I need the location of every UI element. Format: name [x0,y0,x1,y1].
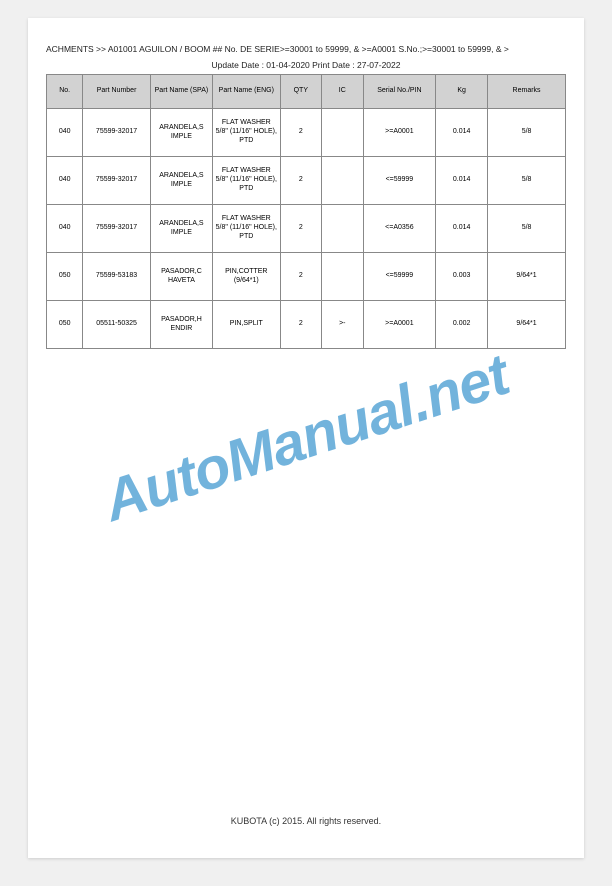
cell-kg: 0.002 [436,301,488,349]
cell-rm: 9/64*1 [488,301,566,349]
cell-no: 040 [47,157,83,205]
cell-no: 040 [47,205,83,253]
cell-rm: 9/64*1 [488,253,566,301]
cell-ic [322,109,364,157]
col-serial: Serial No./PIN [363,75,436,109]
col-part-name-eng: Part Name (ENG) [213,75,280,109]
cell-sn: <=59999 [363,157,436,205]
cell-pn: 75599-32017 [83,205,150,253]
table-row: 040 75599-32017 ARANDELA,S IMPLE FLAT WA… [47,109,566,157]
cell-eng: PIN,SPLIT [213,301,280,349]
cell-qty: 2 [280,157,322,205]
table-row: 040 75599-32017 ARANDELA,S IMPLE FLAT WA… [47,205,566,253]
cell-sn: >=A0001 [363,301,436,349]
cell-kg: 0.014 [436,109,488,157]
cell-no: 040 [47,109,83,157]
cell-spa: PASADOR,H ENDIR [150,301,212,349]
footer-copyright: KUBOTA (c) 2015. All rights reserved. [28,816,584,826]
cell-pn: 75599-32017 [83,109,150,157]
cell-sn: >=A0001 [363,109,436,157]
cell-kg: 0.014 [436,205,488,253]
table-header-row: No. Part Number Part Name (SPA) Part Nam… [47,75,566,109]
cell-no: 050 [47,301,83,349]
cell-qty: 2 [280,109,322,157]
cell-ic [322,205,364,253]
cell-spa: ARANDELA,S IMPLE [150,157,212,205]
cell-spa: ARANDELA,S IMPLE [150,205,212,253]
cell-no: 050 [47,253,83,301]
table-row: 050 05511-50325 PASADOR,H ENDIR PIN,SPLI… [47,301,566,349]
cell-eng: FLAT WASHER 5/8" (11/16" HOLE), PTD [213,109,280,157]
cell-ic: >- [322,301,364,349]
cell-rm: 5/8 [488,205,566,253]
cell-spa: ARANDELA,S IMPLE [150,109,212,157]
cell-eng: PIN,COTTER (9/64*1) [213,253,280,301]
col-no: No. [47,75,83,109]
cell-pn: 05511-50325 [83,301,150,349]
cell-qty: 2 [280,253,322,301]
cell-rm: 5/8 [488,109,566,157]
cell-ic [322,157,364,205]
cell-eng: FLAT WASHER 5/8" (11/16" HOLE), PTD [213,205,280,253]
watermark-text: AutoManual.net [95,341,516,535]
date-line: Update Date : 01-04-2020 Print Date : 27… [46,60,566,70]
cell-qty: 2 [280,301,322,349]
table-row: 040 75599-32017 ARANDELA,S IMPLE FLAT WA… [47,157,566,205]
col-remarks: Remarks [488,75,566,109]
cell-kg: 0.014 [436,157,488,205]
cell-rm: 5/8 [488,157,566,205]
col-part-number: Part Number [83,75,150,109]
col-part-name-spa: Part Name (SPA) [150,75,212,109]
breadcrumb: ACHMENTS >> A01001 AGUILON / BOOM ## No.… [46,44,566,54]
col-kg: Kg [436,75,488,109]
cell-spa: PASADOR,C HAVETA [150,253,212,301]
document-page: ACHMENTS >> A01001 AGUILON / BOOM ## No.… [28,18,584,858]
cell-qty: 2 [280,205,322,253]
parts-table: No. Part Number Part Name (SPA) Part Nam… [46,74,566,349]
cell-sn: <=A0356 [363,205,436,253]
cell-ic [322,253,364,301]
col-qty: QTY [280,75,322,109]
cell-kg: 0.003 [436,253,488,301]
cell-sn: <=59999 [363,253,436,301]
cell-pn: 75599-53183 [83,253,150,301]
cell-eng: FLAT WASHER 5/8" (11/16" HOLE), PTD [213,157,280,205]
table-row: 050 75599-53183 PASADOR,C HAVETA PIN,COT… [47,253,566,301]
cell-pn: 75599-32017 [83,157,150,205]
col-ic: IC [322,75,364,109]
